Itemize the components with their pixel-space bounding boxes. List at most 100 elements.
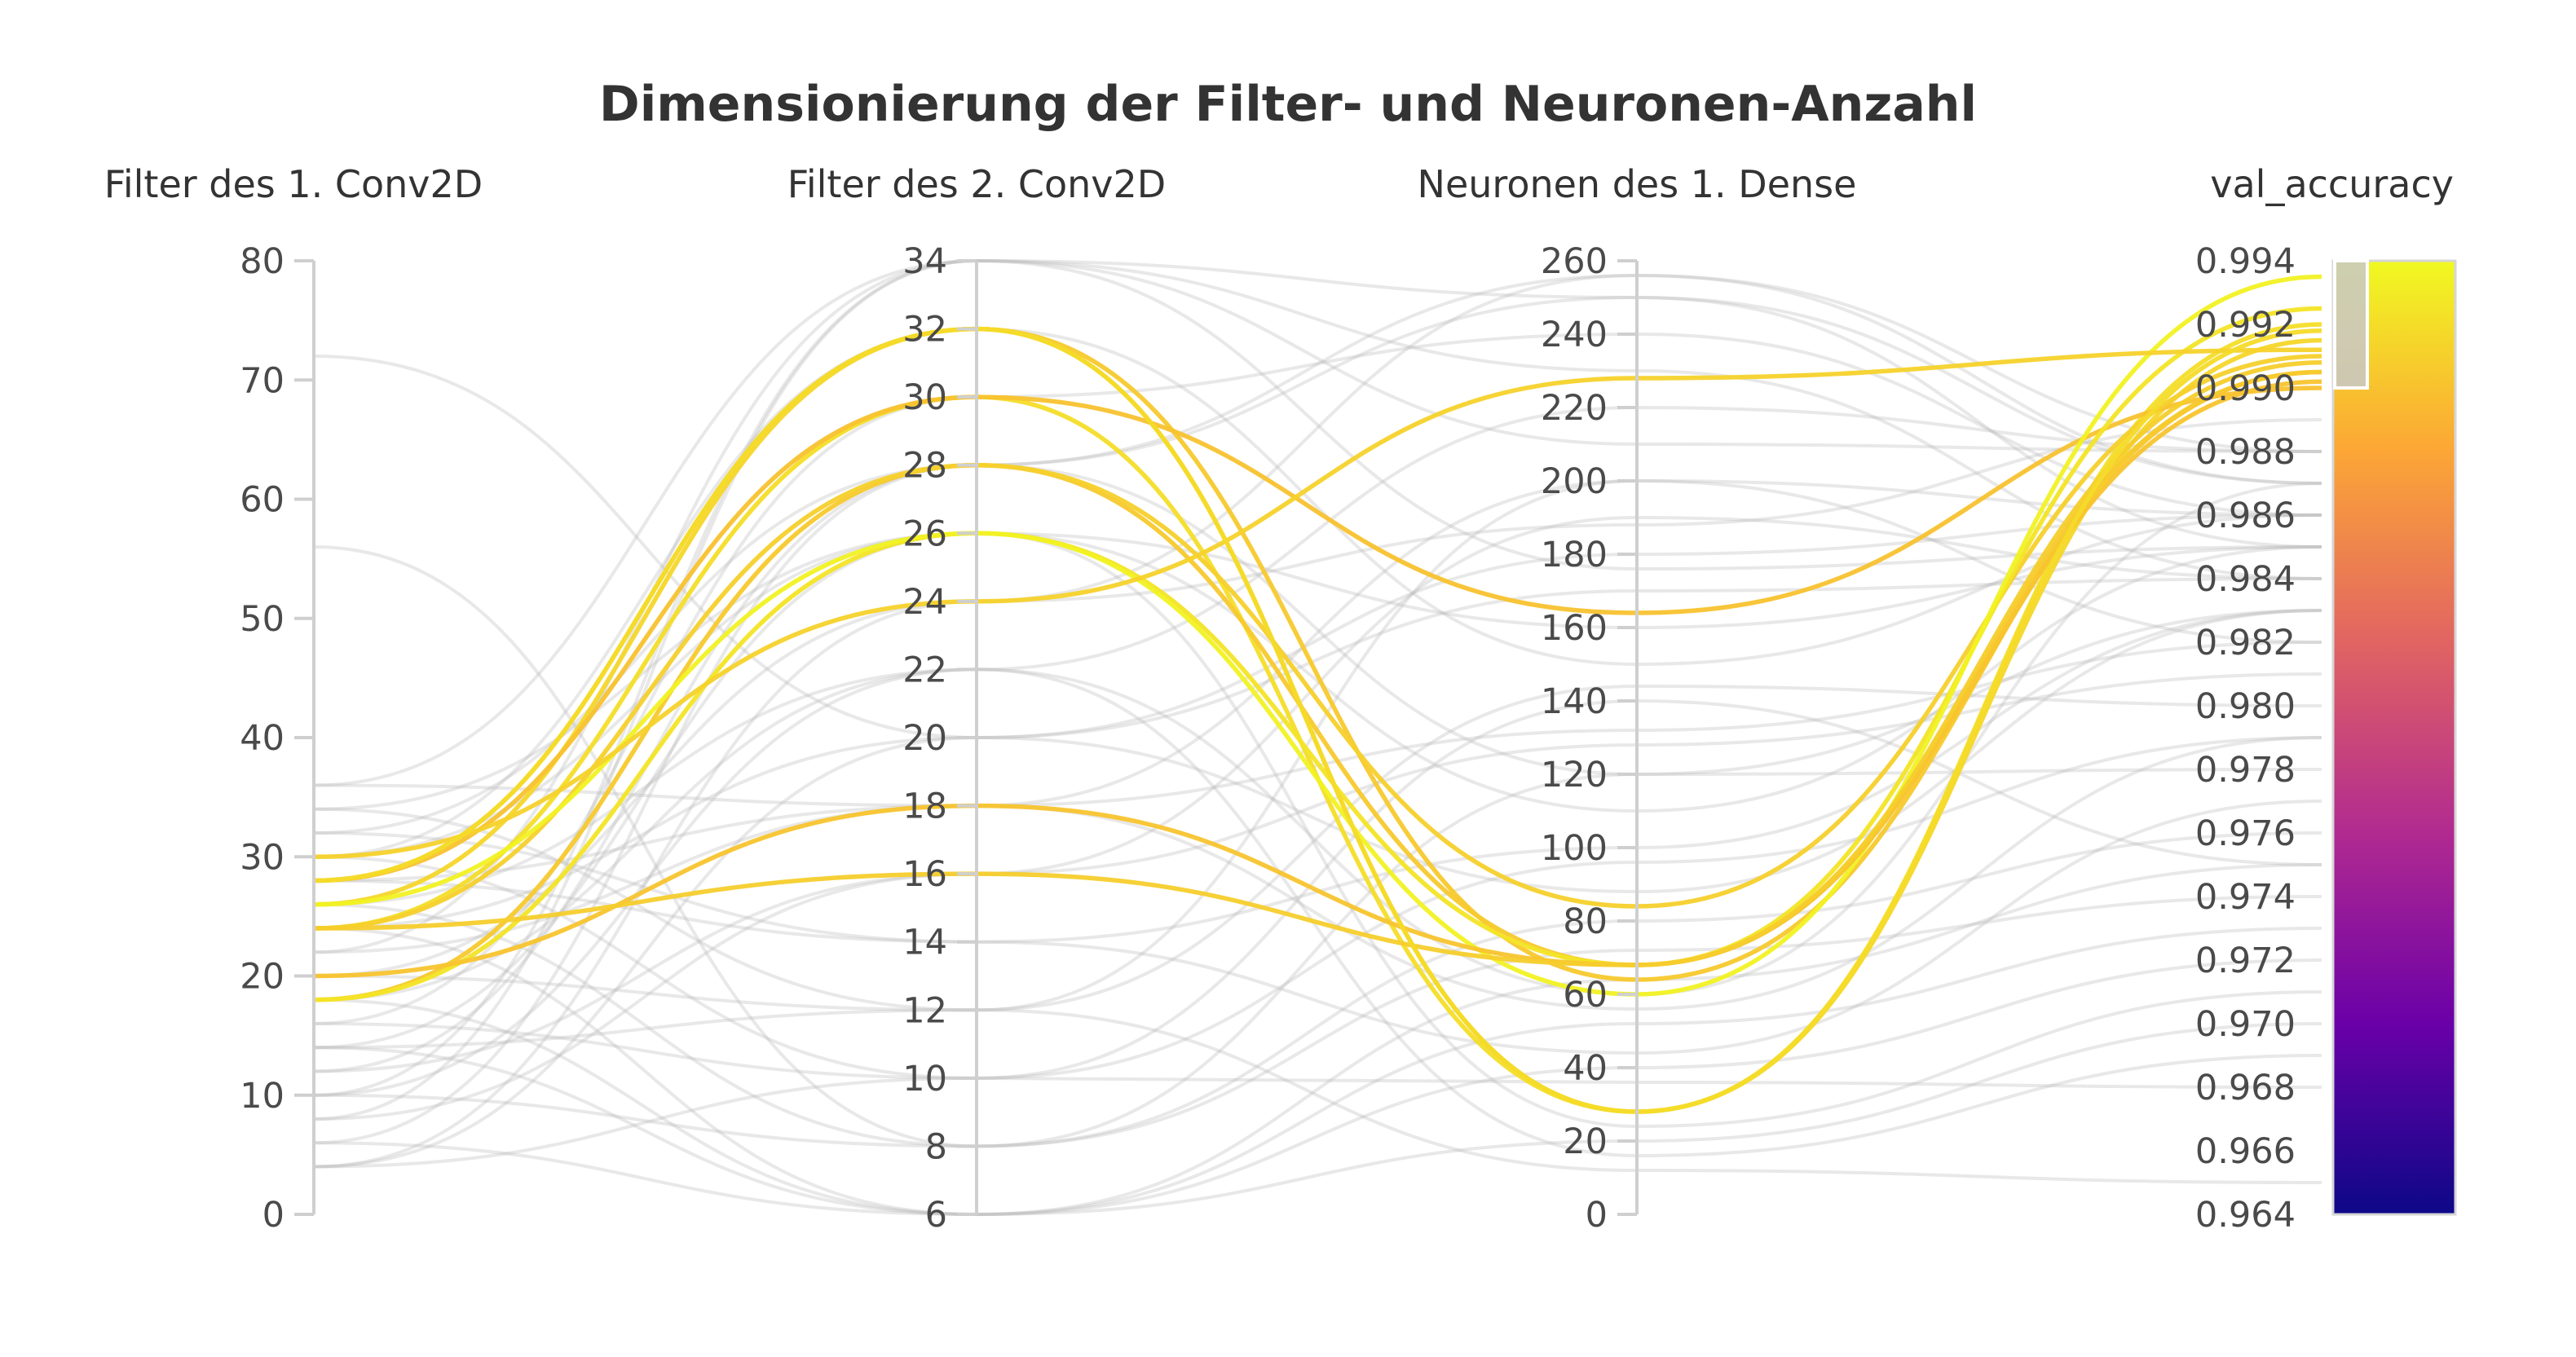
tick-label: 0.964	[2195, 1195, 2296, 1236]
tick-label: 0.978	[2195, 750, 2296, 791]
tick-label: 0.994	[2195, 241, 2296, 282]
constraint-range-box[interactable]	[2333, 259, 2369, 390]
tick-label: 34	[902, 241, 947, 282]
context-line-25	[313, 327, 2322, 859]
tick-label: 0	[262, 1195, 285, 1236]
tick-label: 22	[902, 650, 947, 690]
context-line-33	[313, 927, 2322, 1217]
tick-label: 20	[1563, 1121, 1608, 1162]
tick-label: 16	[902, 854, 947, 895]
tick-label: 80	[240, 241, 285, 282]
context-line-7	[313, 482, 2322, 997]
tick-label: 0.986	[2195, 496, 2296, 536]
tick-label: 160	[1541, 608, 1608, 649]
context-line-6	[313, 609, 2322, 944]
context-line-26	[313, 895, 2322, 1148]
tick-label: 60	[1563, 975, 1608, 1016]
chart-title: Dimensionierung der Filter- und Neuronen…	[599, 76, 1977, 133]
context-line-23	[313, 531, 2322, 813]
tick-label: 120	[1541, 755, 1608, 795]
highlighted-line-7	[313, 274, 2322, 997]
axis-1[interactable]: Filter des 2. Conv2D 6 8 10 12 14 16 18 20 22 24 26…	[787, 162, 1166, 1236]
context-line-28	[313, 405, 2322, 1002]
tick-label: 10	[902, 1059, 947, 1099]
axis-label-2: Neuronen des 1. Dense	[1418, 162, 1857, 206]
tick-label: 0.972	[2195, 941, 2296, 981]
axis-label-0: Filter des 1. Conv2D	[104, 162, 483, 206]
tick-label: 0.988	[2195, 432, 2296, 473]
tick-label: 60	[240, 480, 285, 521]
tick-label: 0.990	[2195, 368, 2296, 409]
tick-label: 0.974	[2195, 877, 2296, 918]
constraint-handle[interactable]	[2335, 261, 2367, 388]
context-line-11	[313, 958, 2322, 1217]
context-lines	[313, 258, 2322, 1217]
context-line-10	[313, 418, 2322, 978]
highlighted-line-10	[313, 360, 2322, 967]
context-line-5	[313, 698, 2322, 1080]
tick-label: 24	[902, 582, 947, 623]
context-line-36	[313, 478, 2322, 883]
context-line-29	[313, 736, 2322, 1080]
context-line-2	[313, 258, 2322, 787]
context-line-24	[313, 800, 2322, 1055]
context-line-15	[313, 672, 2322, 1073]
context-line-38	[313, 863, 2322, 1217]
tick-label: 0.984	[2195, 559, 2296, 600]
tick-label: 0.976	[2195, 813, 2296, 854]
tick-label: 140	[1541, 681, 1608, 722]
highlighted-line-8	[313, 347, 2322, 860]
tick-label: 40	[240, 718, 285, 759]
context-line-12	[313, 332, 2322, 1025]
highlighted-lines	[313, 274, 2322, 1114]
tick-label: 20	[902, 718, 947, 759]
axis-3[interactable]: val_accuracy 0.964 0.966 0.968 0.970 0.972 0.9…	[2195, 162, 2454, 1236]
tick-label: 70	[240, 360, 285, 401]
tick-label: 10	[240, 1076, 285, 1117]
colorbar[interactable]	[2331, 259, 2457, 1216]
axis-2[interactable]: Neuronen des 1. Dense 0 20 40 60 80 100 120 140 1…	[1418, 162, 1857, 1236]
axis-0[interactable]: Filter des 1. Conv2D 0 10 20 30 40 50 60 70 80	[104, 162, 483, 1236]
tick-label: 30	[902, 377, 947, 418]
tick-label: 20	[240, 957, 285, 998]
tick-label: 0	[1586, 1195, 1608, 1236]
context-line-1	[313, 545, 2322, 1148]
tick-label: 0.982	[2195, 623, 2296, 663]
tick-label: 26	[902, 513, 947, 554]
tick-label: 50	[240, 599, 285, 640]
highlighted-line-4	[313, 369, 2322, 1002]
context-line-32	[313, 515, 2322, 1121]
highlighted-line-3	[313, 386, 2322, 883]
tick-label: 80	[1563, 901, 1608, 942]
axes: Filter des 1. Conv2D 0 10 20 30 40 50 60 70 80 Fil…	[104, 162, 2454, 1236]
tick-label: 0.970	[2195, 1004, 2296, 1045]
context-line-27	[313, 641, 2322, 954]
axis-label-3: val_accuracy	[2210, 162, 2454, 206]
colorbar-gradient	[2331, 259, 2457, 1216]
tick-label: 12	[902, 990, 947, 1031]
context-line-35	[313, 609, 2322, 930]
tick-label: 0.966	[2195, 1131, 2296, 1172]
context-line-8	[313, 927, 2322, 1217]
context-line-14	[313, 531, 2322, 1050]
highlighted-line-9	[313, 379, 2322, 979]
highlighted-line-11	[313, 326, 2322, 1114]
tick-label: 220	[1541, 388, 1608, 429]
axis-label-1: Filter des 2. Conv2D	[787, 162, 1166, 206]
context-line-0	[313, 355, 2322, 740]
context-line-4	[313, 273, 2322, 835]
tick-label: 240	[1541, 315, 1608, 355]
context-line-13	[313, 1008, 2322, 1184]
context-line-19	[313, 1076, 2322, 1169]
tick-label: 260	[1541, 241, 1608, 282]
tick-label: 0.992	[2195, 305, 2296, 346]
context-line-30	[313, 295, 2322, 1073]
tick-label: 180	[1541, 535, 1608, 575]
tick-label: 40	[1563, 1048, 1608, 1089]
context-line-22	[313, 736, 2322, 1011]
tick-label: 32	[902, 310, 947, 350]
tick-label: 0.968	[2195, 1068, 2296, 1108]
context-line-37	[313, 258, 2322, 1097]
